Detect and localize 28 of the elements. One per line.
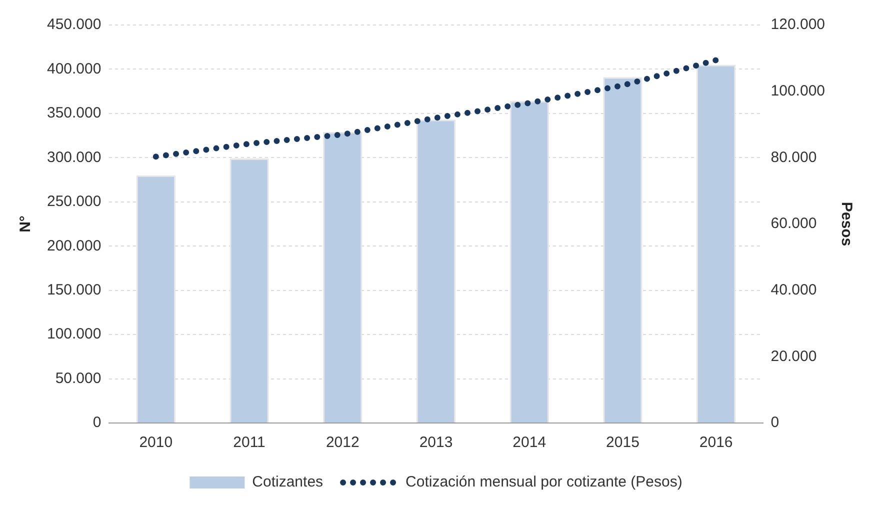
y-tick-label: 50.000 (55, 370, 102, 387)
y-tick-label: 0 (92, 414, 102, 432)
y-tick-label: 300.000 (46, 148, 102, 166)
x-tick-label: 2016 (699, 434, 733, 452)
legend-label: Cotización mensual por cotizante (Pesos) (406, 474, 682, 491)
y2-tick-label: 100.000 (770, 82, 826, 100)
y-tick-label: 250.000 (46, 193, 102, 210)
y2-axis-title: Pesos (838, 202, 855, 246)
y-tick-label: 450.000 (46, 16, 102, 34)
y2-tick-label: 0 (770, 414, 780, 432)
y-tick-label: 100.000 (46, 326, 102, 343)
x-tick-label: 2012 (326, 434, 360, 452)
y2-tick-label: 60.000 (770, 215, 817, 232)
y2-tick-label: 120.000 (770, 16, 826, 34)
x-tick-label: 2013 (419, 434, 453, 452)
y2-tick-label: 80.000 (770, 148, 817, 166)
y-tick-label: 150.000 (46, 281, 102, 298)
y-axis-title: N° (17, 216, 34, 232)
x-tick-label: 2011 (233, 434, 266, 452)
x-tick-label: 2014 (512, 434, 546, 452)
legend-label: Cotizantes (252, 474, 324, 491)
x-tick-label: 2015 (606, 434, 640, 452)
y-tick-label: 200.000 (46, 237, 102, 254)
y2-tick-label: 20.000 (770, 348, 817, 365)
y-tick-label: 400.000 (46, 60, 102, 78)
x-tick-label: 2010 (139, 434, 173, 452)
y2-tick-label: 40.000 (770, 281, 817, 298)
y-tick-label: 350.000 (46, 104, 102, 122)
